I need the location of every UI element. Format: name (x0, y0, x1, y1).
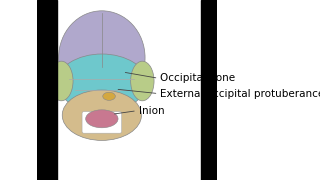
Ellipse shape (59, 11, 145, 104)
Text: External occipital protuberance: External occipital protuberance (160, 89, 320, 99)
Ellipse shape (62, 90, 141, 140)
Ellipse shape (57, 54, 147, 112)
Bar (37, 0, 57, 180)
Ellipse shape (131, 61, 154, 101)
Ellipse shape (50, 61, 73, 101)
Text: Inion: Inion (139, 106, 164, 116)
Text: Occipital bone: Occipital bone (160, 73, 236, 83)
Bar (201, 0, 217, 180)
FancyBboxPatch shape (82, 112, 122, 133)
Ellipse shape (103, 92, 115, 100)
Ellipse shape (86, 110, 118, 128)
